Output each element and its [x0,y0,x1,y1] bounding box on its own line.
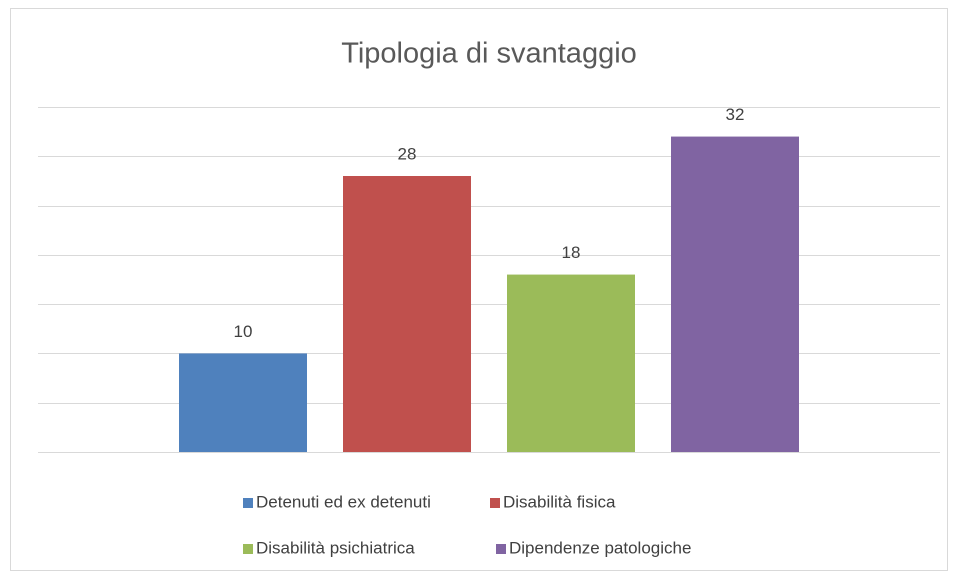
chart-title: Tipologia di svantaggio [341,38,637,70]
bar [671,136,799,453]
chart-border [10,8,948,571]
legend-swatch [496,544,506,554]
legend-label: Disabilità fisica [503,492,616,511]
bar [343,176,471,452]
legend-swatch [490,498,500,508]
data-label: 28 [398,144,417,163]
legend-label: Disabilità psichiatrica [256,538,415,557]
legend-swatch [243,498,253,508]
legend-label: Detenuti ed ex detenuti [256,492,431,511]
bar [507,274,635,452]
bar [179,353,307,452]
data-label: 32 [726,105,745,124]
legend-swatch [243,544,253,554]
data-label: 10 [234,322,253,341]
legend-label: Dipendenze patologiche [509,538,691,557]
data-label: 18 [562,243,581,262]
